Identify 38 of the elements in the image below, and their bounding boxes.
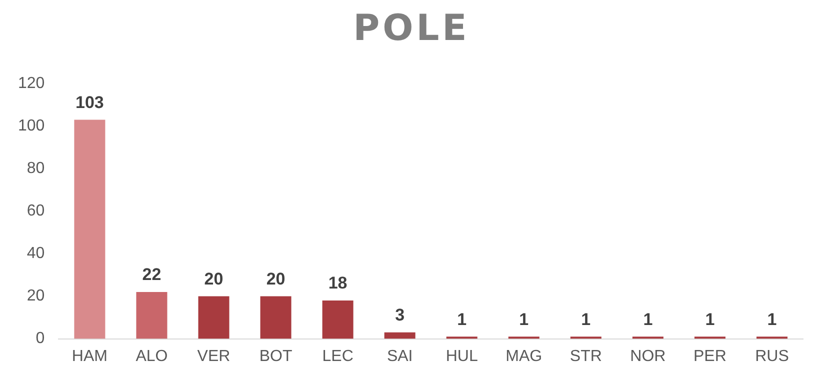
data-label: 103 — [76, 92, 104, 112]
x-tick-label: ALO — [136, 348, 168, 365]
bar — [198, 296, 230, 339]
x-tick-label: SAI — [386, 348, 413, 365]
bar — [322, 300, 354, 339]
x-tick-label: HAM — [72, 348, 108, 365]
data-label: 1 — [581, 310, 591, 329]
bar — [136, 292, 168, 339]
data-label: 1 — [519, 310, 529, 329]
data-label: 3 — [395, 306, 405, 325]
x-tick-label: STR — [570, 348, 602, 365]
data-label: 20 — [266, 269, 286, 288]
x-tick-label: LEC — [322, 348, 354, 365]
y-tick-label: 60 — [26, 202, 45, 220]
data-label: 1 — [643, 310, 653, 329]
data-label: 1 — [457, 310, 467, 329]
data-label: 1 — [767, 310, 777, 329]
data-label: 18 — [328, 274, 348, 293]
y-tick-label: 0 — [36, 330, 45, 348]
x-tick-label: BOT — [259, 348, 292, 365]
x-tick-label: VER — [197, 348, 230, 365]
data-label: 22 — [142, 265, 162, 284]
data-label: 1 — [705, 310, 715, 329]
bar — [74, 120, 106, 339]
x-tick-label: RUS — [755, 348, 789, 365]
chart-title: POLE — [352, 8, 471, 49]
x-tick-label: HUL — [446, 348, 478, 365]
y-tick-label: 80 — [26, 160, 45, 178]
x-tick-label: PER — [694, 348, 726, 365]
y-tick-label: 120 — [18, 75, 45, 92]
y-tick-label: 20 — [26, 288, 45, 305]
x-tick-label: MAG — [506, 348, 542, 365]
y-tick-label: 40 — [26, 245, 45, 262]
x-tick-label: NOR — [630, 348, 666, 365]
bar — [260, 296, 292, 339]
data-label: 20 — [204, 269, 224, 288]
bar — [384, 332, 416, 339]
y-tick-label: 100 — [18, 118, 45, 135]
